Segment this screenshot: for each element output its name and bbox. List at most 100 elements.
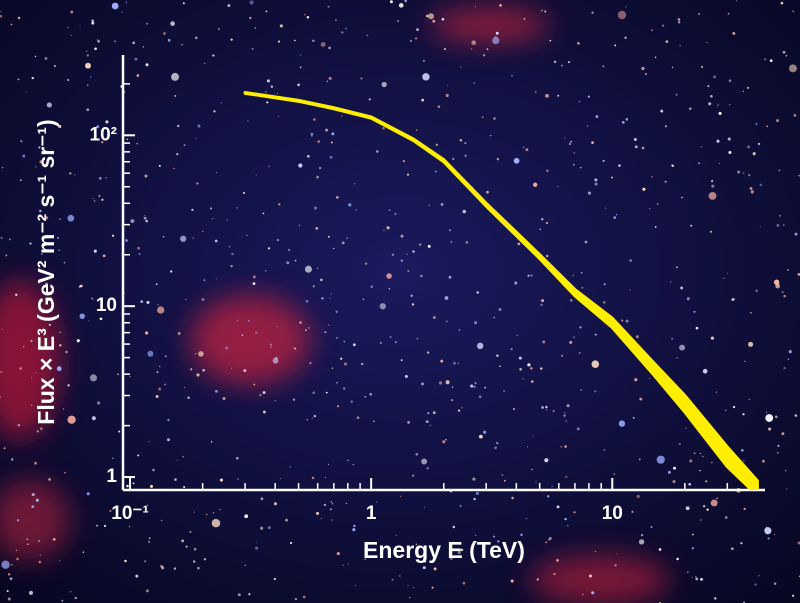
star xyxy=(759,183,763,187)
star xyxy=(29,242,32,245)
star xyxy=(774,582,777,585)
star xyxy=(557,185,559,188)
star xyxy=(486,48,489,51)
star xyxy=(176,124,180,128)
star xyxy=(39,160,43,164)
star xyxy=(564,517,567,521)
star xyxy=(162,235,165,238)
star xyxy=(336,552,340,556)
star xyxy=(65,350,68,354)
star xyxy=(777,444,780,447)
star xyxy=(118,430,121,433)
star xyxy=(159,365,161,368)
star xyxy=(459,139,463,142)
star xyxy=(690,224,693,227)
star xyxy=(320,517,322,519)
star xyxy=(155,395,159,399)
star xyxy=(241,334,244,336)
star xyxy=(25,91,27,93)
star xyxy=(105,120,109,124)
star xyxy=(496,442,499,445)
star xyxy=(617,10,627,20)
star xyxy=(786,488,788,490)
star xyxy=(553,60,557,64)
star xyxy=(237,478,239,481)
star xyxy=(513,157,520,164)
star xyxy=(438,381,443,385)
star xyxy=(567,61,571,64)
star xyxy=(400,495,402,497)
star xyxy=(53,65,56,68)
star xyxy=(578,351,581,354)
star xyxy=(129,508,132,511)
star xyxy=(280,478,282,480)
star xyxy=(428,13,434,20)
star xyxy=(324,477,326,479)
star xyxy=(483,430,487,434)
star xyxy=(717,105,719,107)
star xyxy=(352,463,355,466)
star xyxy=(472,477,476,481)
star xyxy=(236,320,238,322)
star xyxy=(315,511,320,516)
star xyxy=(373,420,375,423)
star xyxy=(411,474,415,477)
star xyxy=(781,291,784,294)
star xyxy=(625,118,629,121)
star xyxy=(566,404,570,408)
star xyxy=(445,93,449,98)
star xyxy=(292,398,296,401)
star xyxy=(501,474,504,476)
star xyxy=(268,165,270,168)
star xyxy=(269,343,273,346)
star xyxy=(510,579,514,583)
star xyxy=(17,423,21,427)
star xyxy=(19,179,22,182)
star xyxy=(527,274,530,277)
star xyxy=(10,23,13,26)
star xyxy=(146,300,150,304)
star xyxy=(499,365,501,368)
star xyxy=(36,430,39,433)
star xyxy=(211,217,213,220)
star xyxy=(699,469,701,472)
star xyxy=(166,438,170,442)
star xyxy=(132,482,135,485)
star xyxy=(567,525,569,527)
star xyxy=(526,446,529,448)
star xyxy=(253,383,256,386)
star xyxy=(67,384,70,387)
star xyxy=(631,510,634,513)
star xyxy=(490,134,492,137)
star xyxy=(510,347,513,351)
star xyxy=(677,21,681,24)
star xyxy=(243,192,246,194)
star xyxy=(407,270,410,273)
star xyxy=(525,518,528,520)
star xyxy=(650,526,653,528)
star xyxy=(604,207,606,209)
star xyxy=(206,513,208,516)
star xyxy=(675,93,678,96)
star xyxy=(773,533,775,536)
star xyxy=(540,367,543,370)
star xyxy=(16,557,19,561)
star xyxy=(277,40,281,43)
star xyxy=(727,12,730,15)
star xyxy=(727,137,731,141)
star xyxy=(192,237,194,239)
star xyxy=(10,458,14,461)
star xyxy=(146,504,149,506)
star xyxy=(761,459,765,463)
star xyxy=(464,154,467,157)
star xyxy=(255,331,258,334)
star xyxy=(246,234,248,237)
star xyxy=(366,34,369,37)
star xyxy=(794,232,798,236)
star xyxy=(230,367,232,369)
star xyxy=(460,548,464,552)
star xyxy=(409,40,412,43)
star xyxy=(306,418,308,421)
star xyxy=(754,583,757,586)
star xyxy=(74,596,77,600)
